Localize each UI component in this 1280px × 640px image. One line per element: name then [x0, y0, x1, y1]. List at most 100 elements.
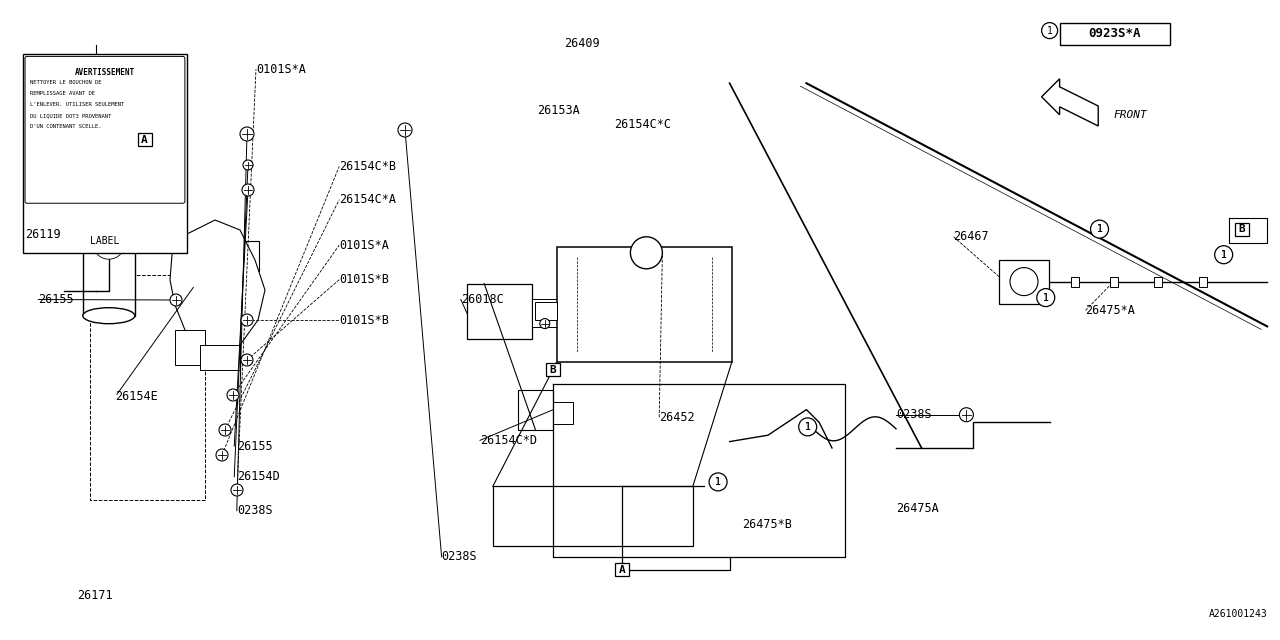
Text: 1: 1 [1097, 224, 1102, 234]
Text: 0101S*B: 0101S*B [339, 314, 389, 326]
Text: 0238S: 0238S [237, 504, 273, 517]
Text: 26452: 26452 [659, 411, 695, 424]
Text: 1: 1 [1221, 250, 1226, 260]
Bar [547, 364, 559, 376]
Circle shape [242, 184, 253, 196]
Text: LABEL: LABEL [91, 236, 119, 246]
Ellipse shape [83, 308, 134, 324]
Bar [241, 241, 259, 271]
Bar [1155, 276, 1162, 287]
Text: 0238S: 0238S [896, 408, 932, 421]
Bar [467, 284, 532, 339]
Circle shape [219, 424, 230, 436]
Polygon shape [1042, 79, 1098, 126]
Bar [553, 402, 573, 424]
Circle shape [709, 473, 727, 491]
Circle shape [1042, 22, 1057, 38]
Bar [175, 330, 205, 365]
Text: FRONT: FRONT [1114, 110, 1147, 120]
Text: 26154E: 26154E [115, 390, 157, 403]
Bar [1071, 276, 1079, 287]
Circle shape [243, 160, 253, 170]
Text: 1: 1 [1043, 292, 1048, 303]
Bar [1060, 22, 1170, 45]
Circle shape [398, 123, 412, 137]
Text: 26154C*D: 26154C*D [480, 434, 538, 447]
Text: B: B [549, 365, 557, 375]
Bar [1110, 276, 1117, 287]
Text: 26475*A: 26475*A [1085, 304, 1135, 317]
Text: 1: 1 [805, 422, 810, 432]
Bar [200, 345, 241, 370]
Bar [616, 563, 628, 576]
Text: 0101S*A: 0101S*A [339, 239, 389, 252]
Bar [1199, 276, 1207, 287]
Text: 0923S*A: 0923S*A [1088, 27, 1140, 40]
Circle shape [230, 484, 243, 496]
Bar [1235, 223, 1248, 236]
Text: 26154C*C: 26154C*C [614, 118, 672, 131]
Text: NETTOYER LE BOUCHON DE: NETTOYER LE BOUCHON DE [29, 81, 101, 85]
FancyBboxPatch shape [26, 56, 184, 204]
Text: 1: 1 [1047, 26, 1052, 36]
Text: 26467: 26467 [954, 230, 989, 243]
Text: B: B [1238, 224, 1245, 234]
Circle shape [241, 354, 253, 366]
Circle shape [216, 449, 228, 461]
Circle shape [241, 314, 253, 326]
Circle shape [227, 389, 239, 401]
Text: A261001243: A261001243 [1208, 609, 1267, 620]
Text: 26153A: 26153A [538, 104, 580, 116]
Bar [23, 54, 187, 253]
Text: REMPLISSAGE AVANT DE: REMPLISSAGE AVANT DE [29, 92, 95, 97]
Circle shape [170, 294, 182, 306]
Circle shape [1010, 268, 1038, 296]
Circle shape [1091, 220, 1108, 238]
Text: 26475*B: 26475*B [742, 518, 792, 531]
Bar [83, 171, 134, 316]
Circle shape [631, 237, 663, 269]
Text: 26155: 26155 [237, 440, 273, 452]
Text: 1: 1 [1043, 292, 1048, 303]
Polygon shape [170, 220, 265, 355]
Bar [186, 237, 241, 275]
Text: 26154C*A: 26154C*A [339, 193, 397, 206]
Circle shape [540, 319, 550, 328]
Bar [535, 301, 557, 319]
Text: 1: 1 [716, 477, 721, 487]
Bar [557, 247, 732, 362]
Text: A: A [141, 134, 148, 145]
Circle shape [710, 474, 726, 490]
Bar [532, 299, 562, 326]
Circle shape [1092, 221, 1107, 237]
Text: 1: 1 [1221, 250, 1226, 260]
Text: 26154D: 26154D [237, 470, 279, 483]
Text: 1: 1 [1097, 224, 1102, 234]
Circle shape [1038, 290, 1053, 306]
Text: 26475A: 26475A [896, 502, 938, 515]
Circle shape [960, 408, 973, 422]
Text: 0101S*B: 0101S*B [339, 273, 389, 286]
Text: 26155: 26155 [38, 293, 74, 306]
Text: DU LIQUIDE DOT3 PROVENANT: DU LIQUIDE DOT3 PROVENANT [29, 113, 111, 118]
Bar [518, 390, 553, 429]
Text: 26018C: 26018C [461, 293, 503, 306]
Text: A: A [618, 564, 626, 575]
Text: 26154C*B: 26154C*B [339, 160, 397, 173]
Text: 0101S*A: 0101S*A [256, 63, 306, 76]
Text: D'UN CONTENANT SCELLE.: D'UN CONTENANT SCELLE. [29, 124, 101, 129]
Circle shape [93, 227, 125, 259]
Text: 26409: 26409 [564, 37, 600, 50]
Text: 0238S: 0238S [442, 550, 477, 563]
Text: AVERTISSEMENT: AVERTISSEMENT [76, 68, 134, 77]
Circle shape [1215, 246, 1233, 264]
Text: 26119: 26119 [26, 228, 61, 241]
Circle shape [241, 127, 253, 141]
Text: L'ENLEVER. UTILISER SEULEMENT: L'ENLEVER. UTILISER SEULEMENT [29, 102, 124, 108]
Text: 1: 1 [716, 477, 721, 487]
Circle shape [1037, 289, 1055, 307]
Text: 26171: 26171 [77, 589, 113, 602]
Ellipse shape [83, 163, 134, 179]
Text: 1: 1 [805, 422, 810, 432]
Circle shape [1216, 247, 1231, 263]
